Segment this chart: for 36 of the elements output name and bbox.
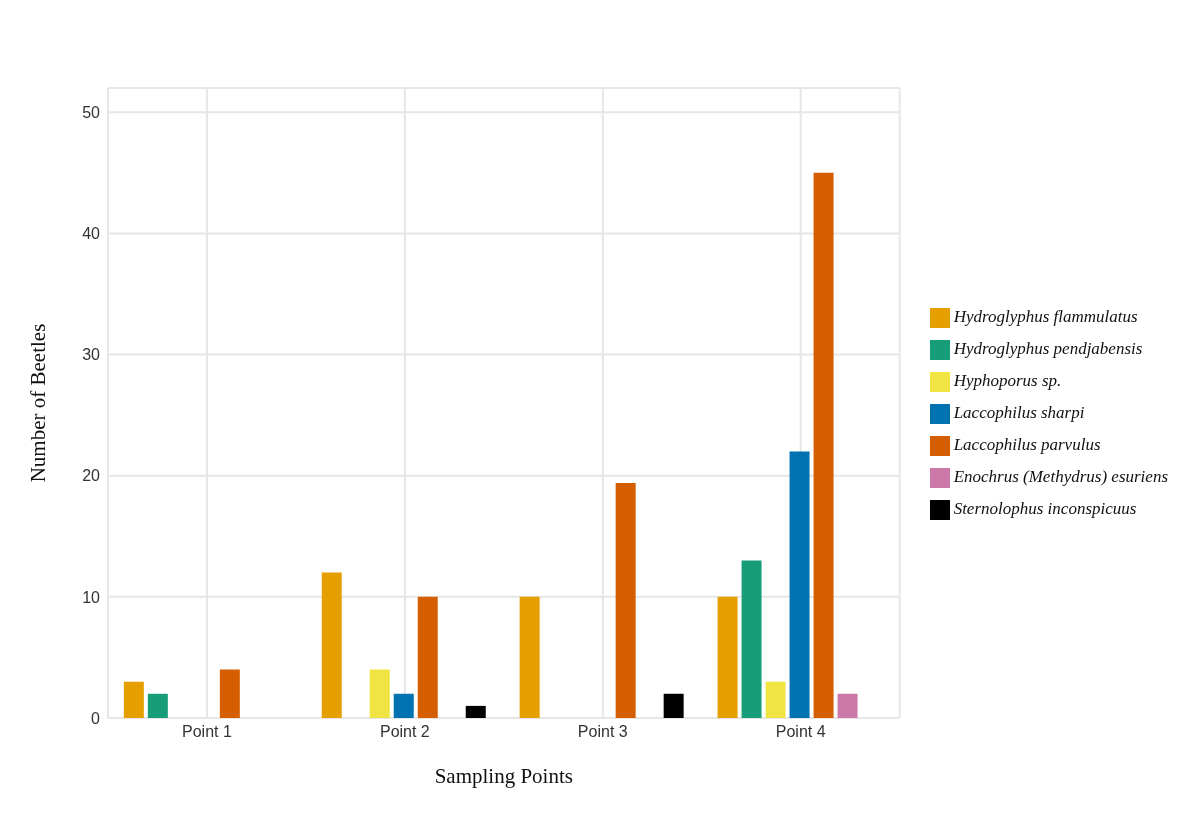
x-tick-label: Point 3 [577, 723, 628, 741]
bar [717, 596, 738, 718]
bar [123, 681, 144, 718]
bar [789, 451, 810, 718]
y-tick-label: 20 [82, 467, 101, 485]
y-tick-label: 30 [82, 346, 101, 364]
legend-label: Enochrus (Methydrus) esuriens [953, 467, 1168, 486]
x-tick-label: Point 1 [182, 723, 232, 741]
legend-label: Hyphoporus sp. [953, 371, 1062, 390]
y-tick-label: 40 [82, 225, 101, 243]
bar [813, 172, 834, 718]
bar [147, 693, 168, 718]
bar [393, 693, 414, 718]
y-tick-label: 10 [82, 588, 101, 606]
legend-label: Laccophilus sharpi [953, 403, 1085, 422]
y-axis-title: Number of Beetles [26, 323, 51, 483]
bar [369, 669, 390, 718]
legend-label: Hydroglyphus pendjabensis [953, 339, 1143, 358]
y-tick-label: 50 [82, 103, 101, 121]
bar [741, 560, 762, 718]
legend-label: Sternolophus inconspicuus [953, 499, 1137, 518]
y-tick-label: 0 [91, 709, 101, 727]
bar [519, 596, 540, 718]
bar [837, 693, 858, 718]
legend-label: Hydroglyphus flammulatus [953, 307, 1138, 326]
x-axis-title: Sampling Points [434, 764, 573, 788]
bar [417, 596, 438, 718]
x-tick-label: Point 2 [379, 723, 430, 741]
bar [615, 482, 636, 718]
legend-label: Laccophilus parvulus [953, 435, 1101, 454]
bar [663, 693, 684, 718]
bar [765, 681, 786, 718]
bar [321, 572, 342, 718]
bar [465, 705, 486, 718]
bar [219, 669, 240, 718]
x-tick-label: Point 4 [775, 723, 826, 741]
